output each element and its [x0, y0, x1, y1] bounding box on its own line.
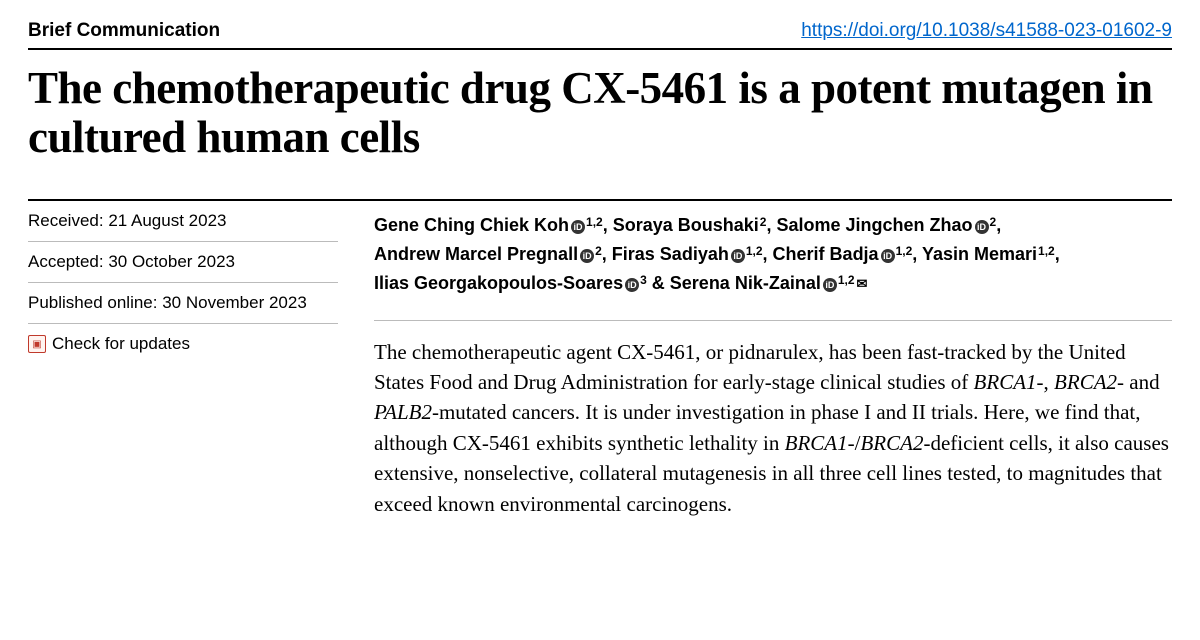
- affiliation-marker: 2: [760, 215, 767, 229]
- header-row: Brief Communication https://doi.org/10.1…: [28, 20, 1172, 50]
- affiliation-marker: 2: [990, 215, 997, 229]
- author: Ilias Georgakopoulos-SoaresiD3: [374, 273, 647, 293]
- meta-section: Received: 21 August 2023 Accepted: 30 Oc…: [28, 199, 1172, 519]
- affiliation-marker: 1,2: [746, 244, 763, 258]
- accepted-date: Accepted: 30 October 2023: [28, 242, 338, 283]
- orcid-icon: iD: [881, 249, 895, 263]
- envelope-icon: ✉: [857, 276, 868, 291]
- author: Gene Ching Chiek KohiD1,2: [374, 215, 603, 235]
- orcid-icon: iD: [731, 249, 745, 263]
- updates-icon: ▣: [28, 335, 46, 353]
- affiliation-marker: 1,2: [1038, 244, 1055, 258]
- meta-left-column: Received: 21 August 2023 Accepted: 30 Oc…: [28, 201, 338, 519]
- affiliation-marker: 1,2: [896, 244, 913, 258]
- orcid-icon: iD: [823, 278, 837, 292]
- article-type: Brief Communication: [28, 20, 220, 42]
- affiliation-marker: 1,2: [838, 273, 855, 287]
- affiliation-marker: 1,2: [586, 215, 603, 229]
- check-updates-label: Check for updates: [52, 334, 190, 354]
- abstract-text: The chemotherapeutic agent CX-5461, or p…: [374, 320, 1172, 520]
- meta-right-column: Gene Ching Chiek KohiD1,2, Soraya Bousha…: [338, 201, 1172, 519]
- author: Yasin Memari1,2: [922, 244, 1055, 264]
- received-date: Received: 21 August 2023: [28, 201, 338, 242]
- published-date: Published online: 30 November 2023: [28, 283, 338, 324]
- orcid-icon: iD: [571, 220, 585, 234]
- author: Soraya Boushaki2: [613, 215, 767, 235]
- author: Salome Jingchen ZhaoiD2: [776, 215, 996, 235]
- authors-list: Gene Ching Chiek KohiD1,2, Soraya Bousha…: [374, 201, 1172, 319]
- author: Cherif BadjaiD1,2: [773, 244, 913, 264]
- author: Andrew Marcel PregnalliD2: [374, 244, 602, 264]
- orcid-icon: iD: [975, 220, 989, 234]
- author: Firas SadiyahiD1,2: [612, 244, 763, 264]
- affiliation-marker: 3: [640, 273, 647, 287]
- author: Serena Nik-ZainaliD1,2✉: [670, 273, 868, 293]
- orcid-icon: iD: [580, 249, 594, 263]
- orcid-icon: iD: [625, 278, 639, 292]
- affiliation-marker: 2: [595, 244, 602, 258]
- article-title: The chemotherapeutic drug CX-5461 is a p…: [28, 64, 1172, 161]
- doi-link[interactable]: https://doi.org/10.1038/s41588-023-01602…: [801, 20, 1172, 42]
- check-updates-row[interactable]: ▣ Check for updates: [28, 324, 338, 364]
